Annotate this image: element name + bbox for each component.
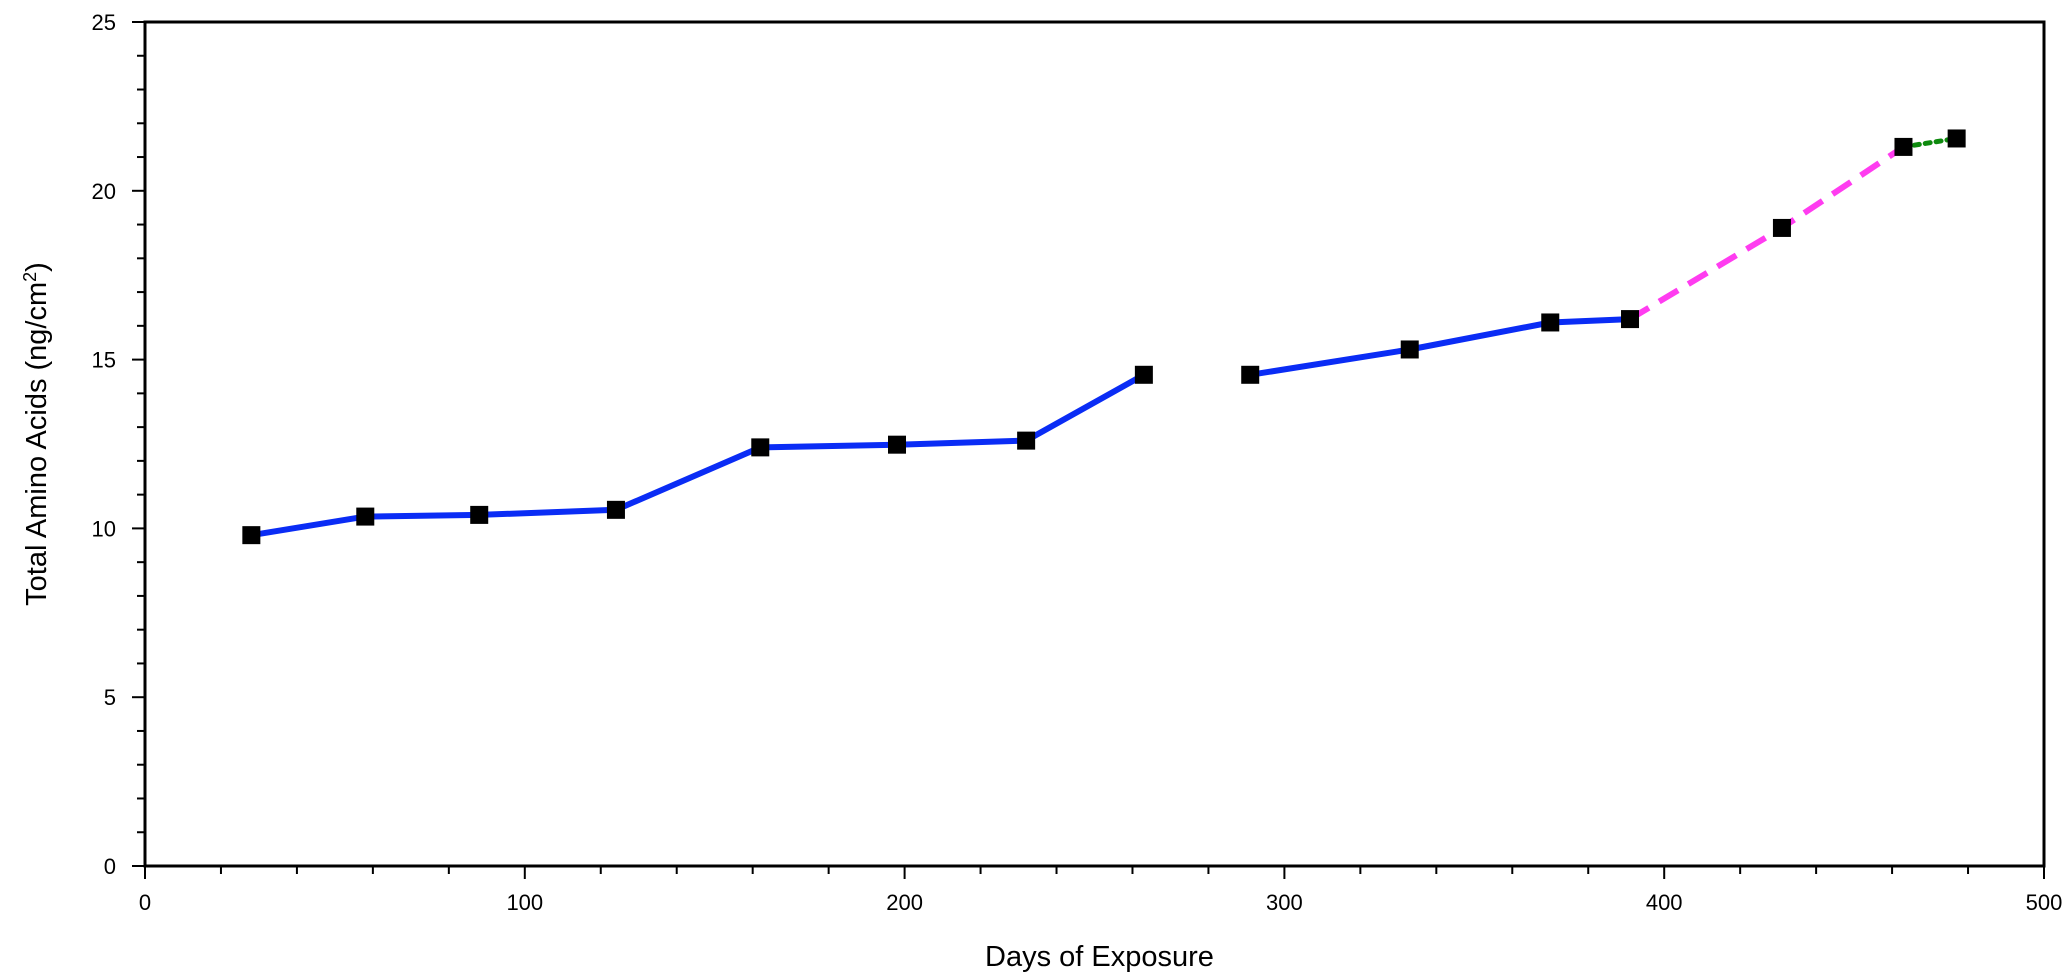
y-axis-title-superscript: 2 [20, 272, 40, 282]
markers-layer [242, 129, 1966, 545]
axes-layer [143, 20, 2046, 868]
y-tick-label: 5 [104, 685, 116, 710]
x-axis-ticks: 0 100 200 300 400 500 [139, 866, 2062, 915]
x-tick-label: 100 [506, 890, 543, 915]
x-tick-label: 400 [1646, 890, 1683, 915]
data-point-marker [1400, 340, 1419, 359]
data-point-marker [1772, 218, 1791, 237]
data-point-marker [1017, 431, 1036, 450]
series-line-dashed-2 [1628, 144, 1906, 322]
y-axis-title-main: Total Amino Acids (ng/cm [21, 282, 53, 606]
data-point-marker [242, 526, 261, 545]
data-point-marker [1621, 310, 1640, 329]
y-axis-ticks: 0 5 10 15 20 25 [92, 10, 145, 879]
series-line-solid-0 [250, 372, 1146, 539]
y-axis-title: Total Amino Acids (ng/cm2) [20, 262, 53, 606]
y-tick-label: 15 [92, 348, 116, 373]
data-point-marker [888, 435, 907, 454]
y-tick-label: 20 [92, 179, 116, 204]
x-tick-label: 300 [1266, 890, 1303, 915]
data-point-marker [1947, 129, 1966, 148]
data-point-marker [751, 438, 770, 457]
data-point-marker [356, 507, 375, 526]
data-point-marker [1894, 137, 1913, 156]
y-tick-label: 25 [92, 10, 116, 35]
y-axis-title-end: ) [21, 262, 53, 272]
data-point-marker [1541, 313, 1560, 332]
data-point-marker [606, 500, 625, 519]
series-layer [250, 136, 1960, 539]
x-tick-label: 500 [2026, 890, 2063, 915]
x-tick-label: 200 [886, 890, 923, 915]
series-line-solid-1 [1249, 316, 1631, 378]
data-point-marker [1241, 365, 1260, 384]
x-tick-label: 0 [139, 890, 151, 915]
x-axis-title: Days of Exposure [985, 941, 1214, 973]
y-tick-label: 0 [104, 854, 116, 879]
y-tick-label: 10 [92, 516, 116, 541]
data-point-marker [470, 505, 489, 524]
plot-frame [143, 20, 2046, 868]
data-point-marker [1134, 365, 1153, 384]
